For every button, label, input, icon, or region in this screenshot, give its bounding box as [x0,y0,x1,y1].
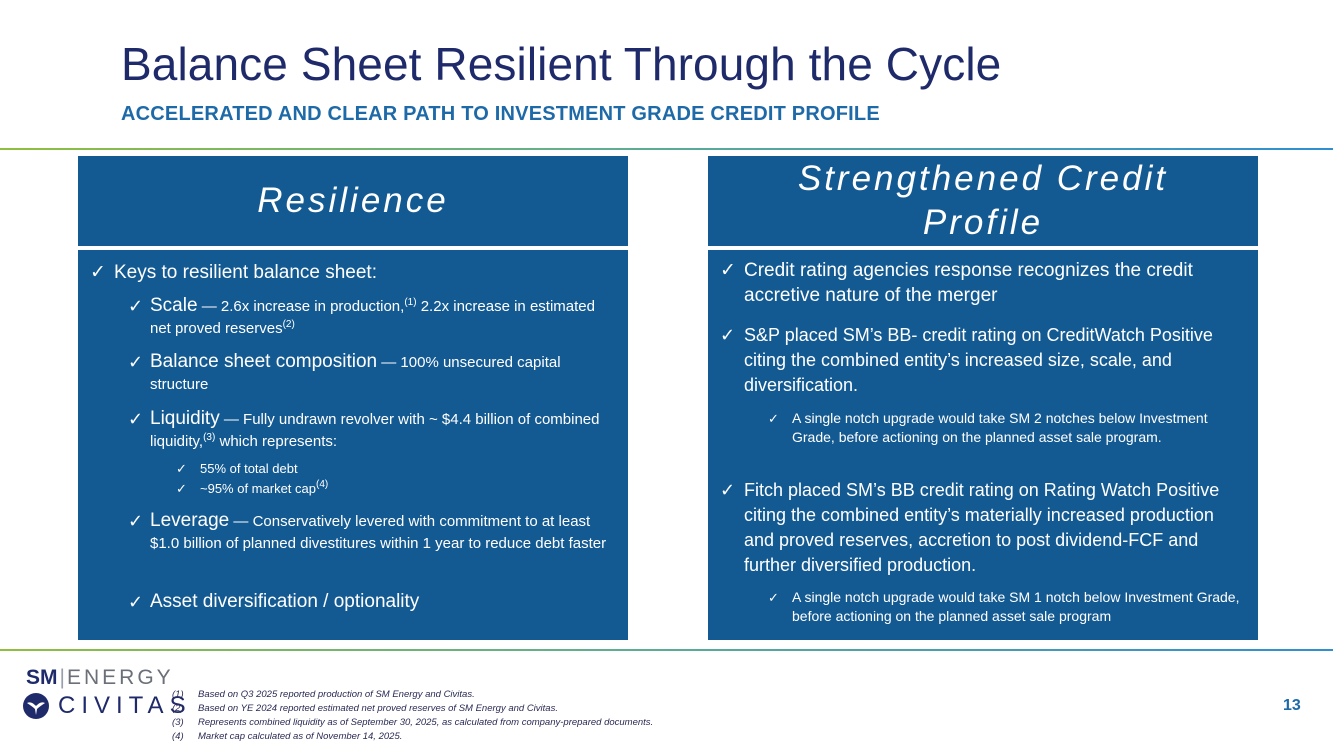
liquidity-debt-item: ✓ 55% of total debt [176,460,596,477]
resilience-heading: Resilience [257,181,449,220]
footnote: (2) Based on YE 2024 reported estimated n… [172,703,558,714]
composition-item: ✓ Balance sheet composition — 100% unsec… [128,351,618,396]
diversification-item: ✓ Asset diversification / optionality [128,591,618,613]
footnote: (3) Represents combined liquidity as of S… [172,717,654,728]
sp-rating-item: ✓ S&P placed SM’s BB- credit rating on C… [720,323,1220,398]
fitch-upgrade-text: A single notch upgrade would take SM 1 n… [792,589,1240,624]
credit-heading: Strengthened Credit Profile [797,159,1169,242]
leverage-text: Leverage — Conservatively levered with c… [150,510,607,552]
footnote: (1) Based on Q3 2025 reported production … [172,689,475,700]
check-icon: ✓ [90,262,106,283]
liquidity-debt-text: 55% of total debt [200,461,298,476]
top-divider [0,148,1333,150]
civitas-logo: CIVITAS [22,692,192,720]
footnote: (4) Market cap calculated as of November … [172,731,403,742]
check-icon: ✓ [128,409,144,429]
liquidity-text: Liquidity — Fully undrawn revolver with … [150,408,600,450]
bottom-divider [0,649,1333,651]
page-subtitle: ACCELERATED AND CLEAR PATH TO INVESTMENT… [121,103,880,125]
leverage-item: ✓ Leverage — Conservatively levered with… [128,510,620,555]
page-number: 13 [1283,697,1301,714]
resilience-intro: Keys to resilient balance sheet: [114,262,377,283]
scale-item: ✓ Scale — 2.6x increase in production,(1… [128,295,618,340]
check-icon: ✓ [720,480,736,500]
sp-upgrade-item: ✓ A single notch upgrade would take SM 2… [768,409,1238,447]
check-icon: ✓ [128,296,144,316]
footnotes: (1) Based on Q3 2025 reported production … [172,688,653,744]
check-icon: ✓ [128,511,144,531]
liquidity-item: ✓ Liquidity — Fully undrawn revolver wit… [128,408,618,453]
diversification-text: Asset diversification / optionality [150,591,420,612]
check-icon: ✓ [176,461,187,476]
resilience-panel: ✓ Keys to resilient balance sheet: ✓ Sca… [78,250,628,640]
civitas-mark-icon [23,693,49,719]
credit-panel: ✓ Credit rating agencies response recogn… [708,250,1258,640]
liquidity-market-cap-text: ~95% of market cap(4) [200,479,329,497]
credit-response-item: ✓ Credit rating agencies response recogn… [720,258,1240,308]
credit-heading-box: Strengthened Credit Profile [708,156,1258,246]
credit-response-text: Credit rating agencies response recogniz… [744,260,1193,306]
sm-energy-logo: SM|ENERGY [26,666,174,689]
check-icon: ✓ [128,592,144,612]
scale-text: Scale — 2.6x increase in production,(1) … [150,295,595,337]
composition-text: Balance sheet composition — 100% unsecur… [150,351,561,393]
check-icon: ✓ [768,590,779,605]
sp-rating-text: S&P placed SM’s BB- credit rating on Cre… [744,325,1213,395]
check-icon: ✓ [176,481,187,496]
resilience-heading-box: Resilience [78,156,628,246]
fitch-rating-item: ✓ Fitch placed SM’s BB credit rating on … [720,478,1248,578]
check-icon: ✓ [128,352,144,372]
check-icon: ✓ [720,260,736,281]
check-icon: ✓ [768,411,779,426]
check-icon: ✓ [720,325,736,345]
fitch-rating-text: Fitch placed SM’s BB credit rating on Ra… [744,480,1220,575]
liquidity-market-cap-item: ✓ ~95% of market cap(4) [176,480,596,497]
page-title: Balance Sheet Resilient Through the Cycl… [121,38,1002,90]
fitch-upgrade-item: ✓ A single notch upgrade would take SM 1… [768,588,1248,626]
sp-upgrade-text: A single notch upgrade would take SM 2 n… [792,410,1208,445]
resilience-intro-item: ✓ Keys to resilient balance sheet: [90,260,610,285]
